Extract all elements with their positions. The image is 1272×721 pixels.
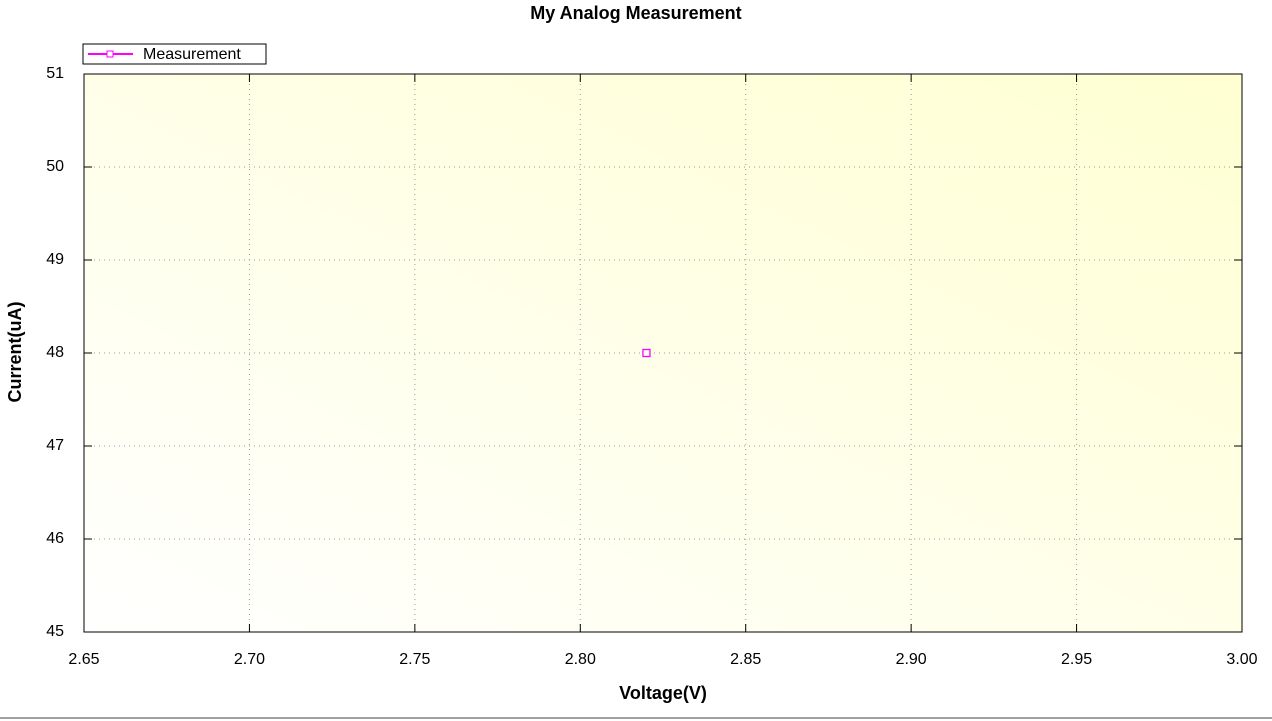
data-point bbox=[642, 348, 651, 358]
x-tick-label: 2.90 bbox=[896, 651, 927, 668]
y-tick-label: 51 bbox=[46, 65, 64, 82]
x-tick-label: 2.95 bbox=[1061, 651, 1092, 668]
y-tick-label: 48 bbox=[46, 344, 64, 361]
legend-label: Measurement bbox=[143, 46, 241, 63]
plot-frame bbox=[83, 73, 1243, 633]
x-tick-label: 2.75 bbox=[399, 651, 430, 668]
y-tick-label: 49 bbox=[46, 251, 64, 268]
y-tick-label: 50 bbox=[46, 158, 64, 175]
y-axis-label: Current(uA) bbox=[5, 302, 25, 403]
x-tick-label: 2.70 bbox=[234, 651, 265, 668]
x-tick-label: 2.85 bbox=[730, 651, 761, 668]
x-tick-label: 2.65 bbox=[68, 651, 99, 668]
y-tick-label: 47 bbox=[46, 437, 64, 454]
x-tick-label: 3.00 bbox=[1226, 651, 1257, 668]
plot-background bbox=[84, 74, 1242, 632]
legend-marker bbox=[106, 50, 114, 58]
chart-title: My Analog Measurement bbox=[530, 3, 741, 23]
x-tick-label: 2.80 bbox=[565, 651, 596, 668]
x-axis-label: Voltage(V) bbox=[619, 683, 707, 703]
legend-box bbox=[82, 43, 267, 65]
y-tick-label: 46 bbox=[46, 530, 64, 547]
y-tick-label: 45 bbox=[46, 623, 64, 640]
